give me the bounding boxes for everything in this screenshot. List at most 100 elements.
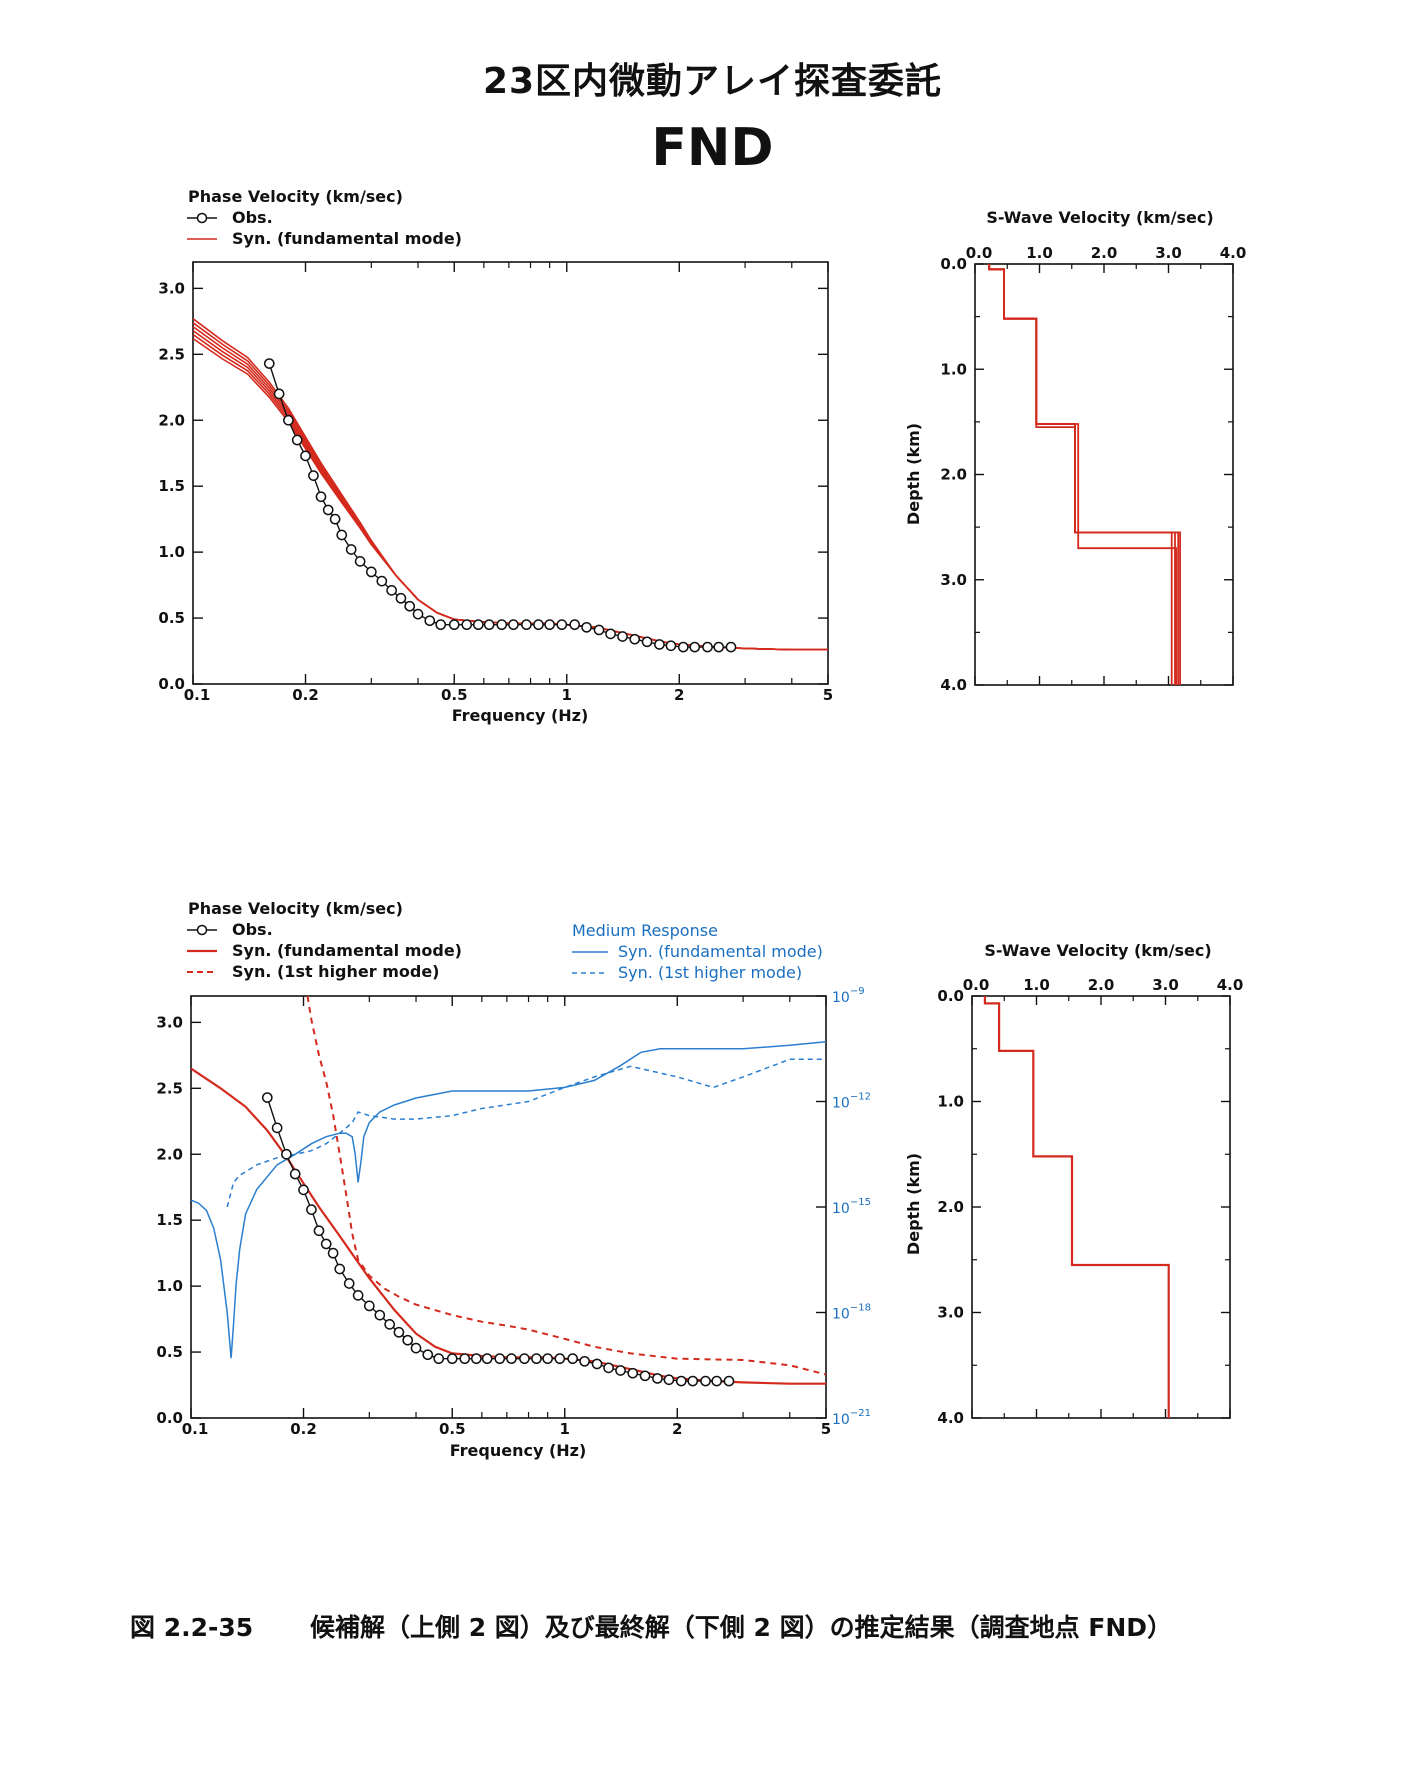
- top-xlabel: Frequency (Hz): [452, 706, 589, 725]
- vs-x-tick-label: 0.0: [963, 976, 990, 994]
- obs-point: [603, 1362, 614, 1374]
- y-tick-label: 3.0: [156, 1013, 183, 1031]
- obs-point: [494, 1353, 506, 1365]
- y-tick-label: 2.0: [158, 411, 185, 429]
- obs-point: [446, 1353, 458, 1365]
- obs-point: [556, 619, 568, 631]
- top-legend-syn: Syn. (fundamental mode): [232, 229, 462, 248]
- obs-point: [569, 619, 581, 631]
- x-tick-label: 0.1: [182, 1420, 209, 1438]
- obs-point: [374, 1309, 386, 1321]
- obs-point: [404, 600, 416, 612]
- y2-tick-label: 10−18: [832, 1303, 871, 1323]
- obs-point: [352, 1290, 364, 1301]
- caption-text: 候補解（上側 2 図）及び最終解（下側 2 図）の推定結果（調査地点 FND）: [310, 1613, 1173, 1642]
- obs-point: [593, 624, 605, 636]
- obs-point: [410, 1342, 422, 1354]
- y-tick-label: 1.0: [158, 543, 185, 561]
- top-legend-obs: Obs.: [232, 208, 273, 227]
- obs-point: [384, 1319, 395, 1330]
- bottom-vs-title: S-Wave Velocity (km/sec): [984, 941, 1211, 960]
- vs-x-tick-label: 0.0: [966, 244, 993, 262]
- x-tick-label: 0.2: [290, 1420, 317, 1438]
- obs-point: [461, 619, 473, 631]
- obs-point: [531, 1353, 542, 1365]
- obs-point: [481, 1353, 493, 1365]
- vs-y-tick-label: 2.0: [940, 466, 967, 484]
- obs-point: [665, 640, 677, 652]
- vs-x-tick-label: 1.0: [1023, 976, 1050, 994]
- medium-fundamental-line: [191, 1040, 826, 1359]
- y-tick-label: 3.0: [158, 279, 185, 297]
- obs-point: [363, 1300, 375, 1312]
- syn-fundamental-line: [193, 329, 828, 651]
- obs-point: [271, 1122, 283, 1134]
- obs-point: [402, 1334, 414, 1346]
- x-tick-label: 0.1: [184, 686, 211, 704]
- obs-point: [533, 619, 544, 631]
- vs-x-tick-label: 2.0: [1091, 244, 1118, 262]
- obs-point: [306, 1204, 317, 1215]
- obs-point: [435, 619, 447, 631]
- y2-tick-label: 10−21: [832, 1408, 871, 1428]
- vs-profile-line: [983, 996, 1170, 1418]
- x-tick-label: 5: [823, 686, 833, 704]
- figure-caption: 図 2.2-35 候補解（上側 2 図）及び最終解（下側 2 図）の推定結果（調査…: [130, 1608, 1172, 1644]
- medium-higher-mode-line: [226, 1058, 826, 1208]
- obs-point: [700, 1375, 711, 1387]
- vs-y-tick-label: 3.0: [940, 571, 967, 589]
- vs-frame: [971, 995, 1231, 1419]
- obs-point: [483, 619, 495, 631]
- syn-fundamental-line: [191, 1067, 826, 1385]
- top-vs-ylabel: Depth (km): [904, 423, 923, 525]
- obs-point: [322, 504, 334, 516]
- obs-point: [544, 619, 556, 631]
- obs-point: [283, 414, 294, 426]
- obs-point: [433, 1353, 445, 1365]
- medium-response-title: Medium Response: [572, 921, 718, 940]
- bottom-dispersion-plot: 0.1 0.2 0.5 1 2 5 0.0 0.5 1.0 1.5 2.0 2.5 3.0 10−21 10…: [156, 986, 871, 1438]
- medium-legend-higher: Syn. (1st higher mode): [618, 963, 802, 982]
- obs-point: [617, 631, 628, 642]
- y-tick-label: 0.5: [156, 1343, 183, 1361]
- vs-y-tick-label: 2.0: [937, 1198, 964, 1216]
- obs-point: [376, 575, 388, 587]
- obs-point: [345, 544, 357, 555]
- obs-point: [591, 1358, 603, 1370]
- obs-point: [639, 1370, 651, 1382]
- y-tick-label: 0.0: [156, 1409, 183, 1427]
- vs-x-tick-label: 2.0: [1088, 976, 1115, 994]
- bottom-xlabel: Frequency (Hz): [450, 1441, 587, 1460]
- obs-point: [472, 619, 484, 631]
- obs-point: [334, 1263, 346, 1275]
- obs-point: [386, 585, 397, 596]
- syn-fundamental-line: [193, 322, 828, 651]
- obs-point: [273, 388, 285, 400]
- bottom-vs-ylabel: Depth (km): [904, 1153, 923, 1255]
- x-tick-label: 0.2: [292, 686, 319, 704]
- obs-point: [300, 450, 311, 462]
- obs-point: [281, 1148, 292, 1160]
- obs-point: [627, 1367, 639, 1379]
- plot-frame: [192, 261, 829, 685]
- vs-y-tick-label: 0.0: [940, 255, 967, 273]
- legend-obs-marker: [196, 212, 208, 224]
- bottom-vs-plot: 0.0 1.0 2.0 3.0 4.0 0.0 1.0 2.0 3.0 4.0: [937, 976, 1243, 1427]
- x-tick-label: 2: [674, 686, 684, 704]
- x-tick-label: 2: [672, 1420, 682, 1438]
- obs-point: [521, 619, 532, 631]
- obs-point: [315, 491, 327, 503]
- obs-point: [263, 358, 275, 369]
- vs-profile-line: [988, 264, 1176, 685]
- syn-fundamental-line: [193, 337, 828, 651]
- y-tick-label: 0.0: [158, 675, 185, 693]
- figure-number: 図 2.2-35: [130, 1613, 254, 1642]
- obs-point: [308, 470, 319, 481]
- obs-point: [615, 1365, 626, 1376]
- syn-fundamental-line: [193, 333, 828, 651]
- vs-y-tick-label: 4.0: [940, 676, 967, 694]
- x-tick-label: 5: [821, 1420, 831, 1438]
- obs-point: [424, 615, 436, 627]
- x-tick-label: 1: [562, 686, 572, 704]
